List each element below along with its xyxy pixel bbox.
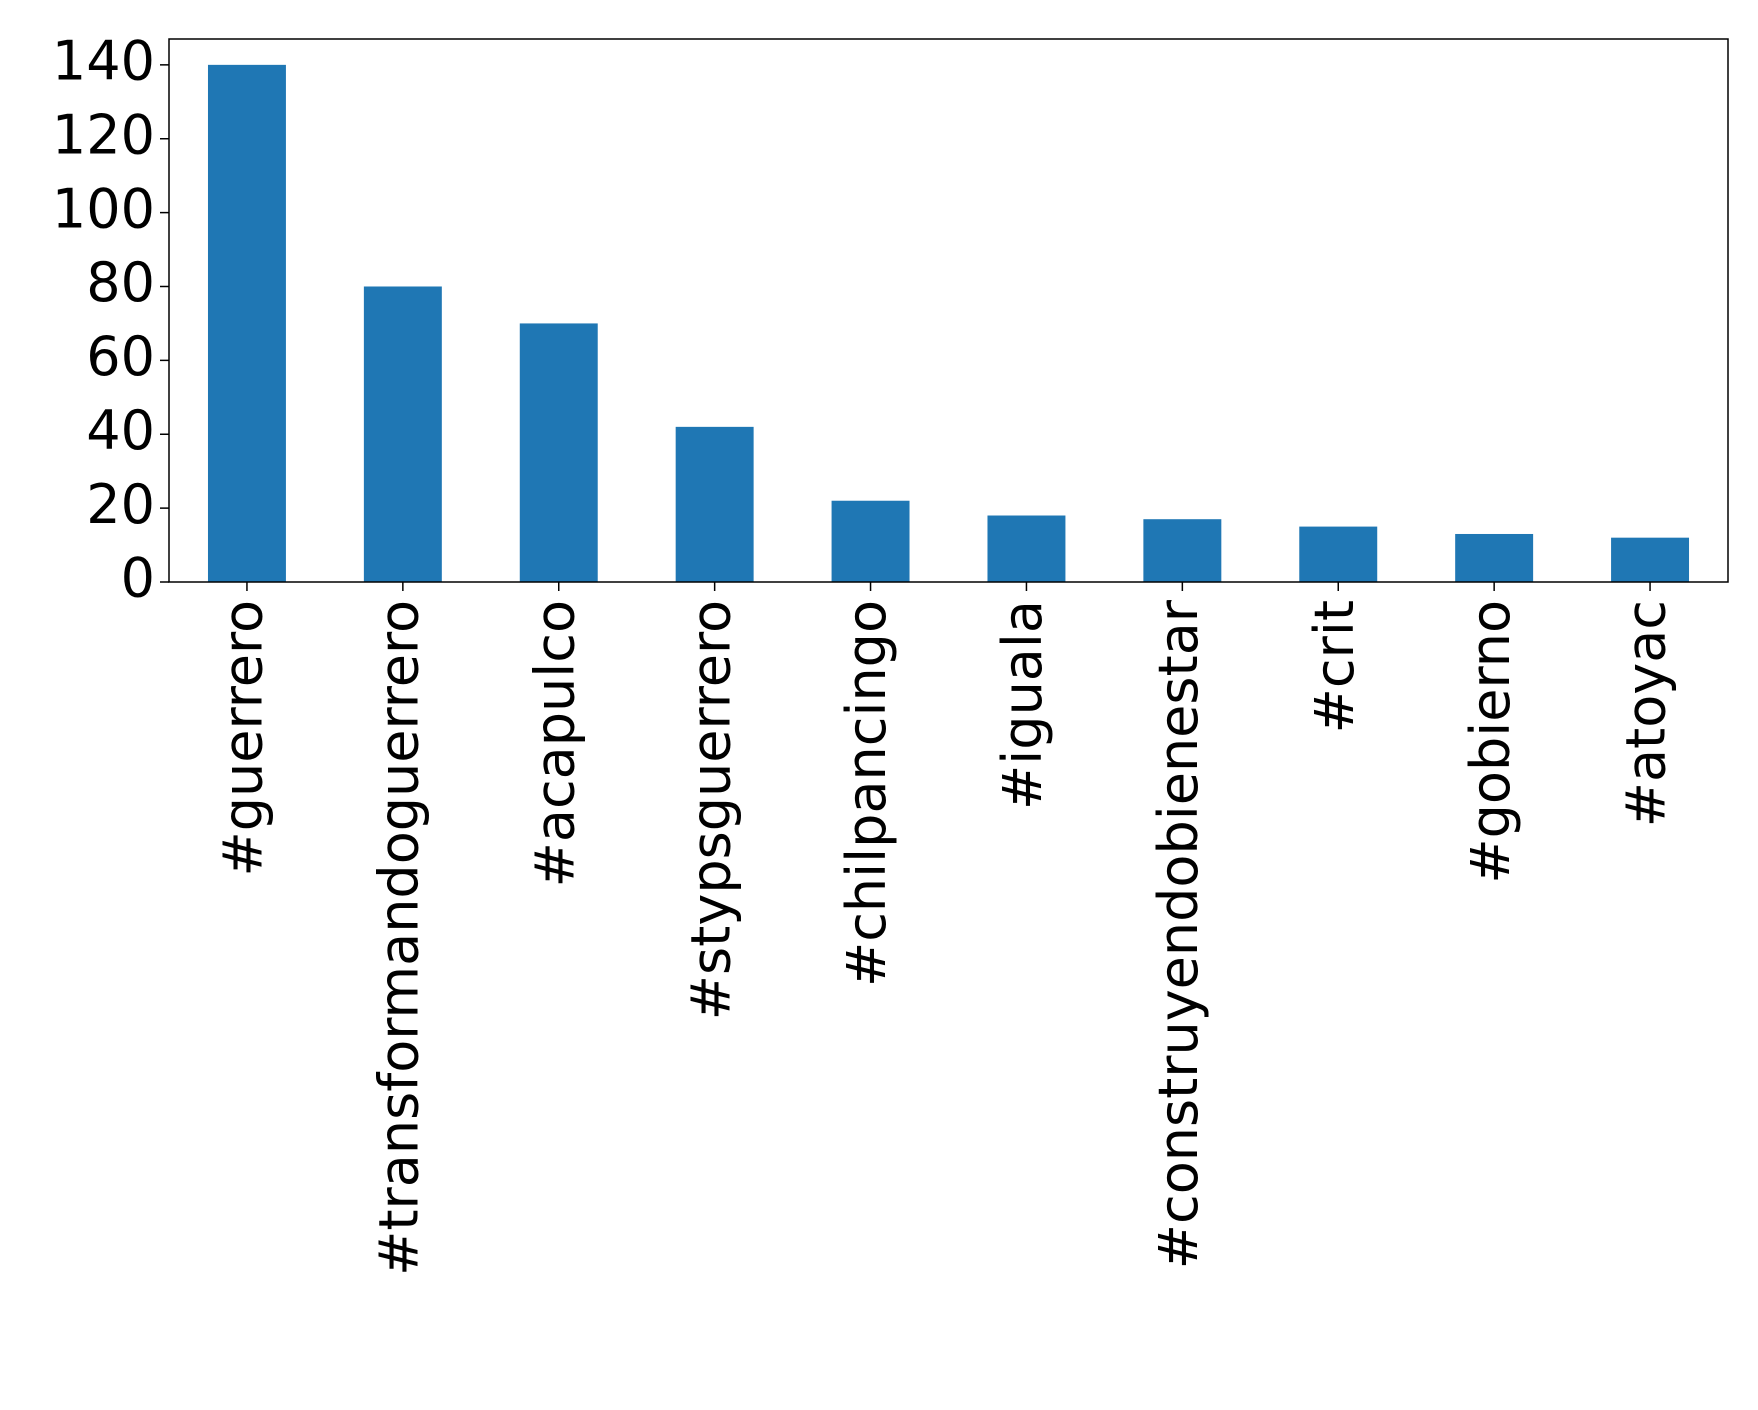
- x-tick-label: #construyendobienestar: [1147, 599, 1210, 1269]
- y-tick-label: 60: [86, 325, 155, 388]
- bar: [1455, 533, 1534, 582]
- x-tick-label: #atoyac: [1615, 600, 1678, 827]
- bar: [207, 64, 286, 583]
- bar: [1143, 519, 1222, 582]
- y-tick-label: 100: [52, 177, 155, 240]
- y-tick-label: 40: [86, 399, 155, 462]
- bar: [1299, 526, 1378, 582]
- y-tick-label: 80: [86, 251, 155, 314]
- bar: [831, 500, 910, 582]
- bar: [675, 426, 754, 582]
- y-tick-label: 140: [52, 29, 155, 92]
- bar: [363, 286, 442, 582]
- x-tick-label: #stypsguerrero: [679, 600, 742, 1020]
- x-tick-label: #guerrero: [212, 600, 275, 877]
- x-tick-label: #iguala: [991, 600, 1054, 810]
- x-tick-label: #acapulco: [523, 600, 586, 887]
- y-tick-label: 120: [52, 103, 155, 166]
- bar: [1611, 537, 1690, 582]
- x-tick-label: #crit: [1303, 600, 1366, 733]
- bar: [519, 323, 598, 582]
- plot-frame: [168, 38, 1729, 583]
- x-tick-label: #chilpancingo: [835, 600, 898, 987]
- x-tick-label: #transformandoguerrero: [367, 600, 430, 1276]
- x-tick-label: #gobierno: [1459, 600, 1522, 884]
- bar: [987, 515, 1066, 582]
- y-tick-label: 20: [86, 473, 155, 536]
- y-tick-label: 0: [121, 547, 155, 610]
